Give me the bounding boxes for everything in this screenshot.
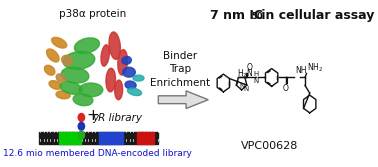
Ellipse shape: [122, 56, 131, 64]
Text: in cellular assay: in cellular assay: [257, 9, 375, 22]
Ellipse shape: [115, 80, 122, 100]
Text: VPC00628: VPC00628: [241, 141, 298, 151]
Text: +: +: [86, 108, 99, 123]
Bar: [39, 139, 158, 144]
Ellipse shape: [63, 51, 95, 69]
Ellipse shape: [79, 83, 103, 97]
Text: Trap: Trap: [169, 64, 192, 74]
Text: N: N: [243, 86, 249, 92]
Text: N: N: [239, 83, 244, 89]
Text: H
N: H N: [253, 71, 259, 84]
Ellipse shape: [56, 91, 70, 99]
Text: Enrichment: Enrichment: [150, 78, 211, 88]
Ellipse shape: [127, 88, 142, 96]
Circle shape: [78, 122, 85, 130]
Text: 7 nm IC: 7 nm IC: [210, 9, 263, 22]
Bar: [59, 132, 81, 144]
Ellipse shape: [62, 55, 73, 65]
Ellipse shape: [122, 67, 135, 77]
Ellipse shape: [109, 32, 121, 59]
Ellipse shape: [61, 67, 89, 83]
Ellipse shape: [133, 75, 144, 81]
Ellipse shape: [44, 65, 55, 75]
Ellipse shape: [46, 49, 59, 62]
Text: 50: 50: [251, 12, 263, 21]
Polygon shape: [158, 91, 208, 109]
Text: O: O: [247, 62, 253, 71]
Bar: [99, 132, 122, 144]
Circle shape: [78, 114, 85, 121]
Ellipse shape: [49, 81, 61, 89]
Ellipse shape: [118, 50, 127, 75]
Ellipse shape: [125, 81, 136, 89]
Text: Binder: Binder: [163, 51, 198, 61]
Text: O: O: [283, 84, 289, 93]
Ellipse shape: [60, 82, 82, 94]
Bar: [137, 132, 154, 144]
Text: 12.6 mio membered DNA-encoded library: 12.6 mio membered DNA-encoded library: [3, 149, 192, 158]
Ellipse shape: [52, 37, 67, 48]
Ellipse shape: [74, 38, 99, 53]
Circle shape: [78, 131, 85, 139]
Ellipse shape: [106, 68, 116, 92]
Bar: [39, 132, 158, 138]
Text: NH$_2$: NH$_2$: [307, 61, 323, 73]
Ellipse shape: [101, 45, 109, 66]
Text: p38α protein: p38α protein: [59, 9, 126, 19]
Text: H$_2$N: H$_2$N: [237, 68, 254, 80]
Ellipse shape: [73, 94, 93, 106]
Ellipse shape: [56, 74, 65, 82]
Text: NH: NH: [296, 66, 307, 75]
Text: yR library: yR library: [93, 114, 143, 123]
